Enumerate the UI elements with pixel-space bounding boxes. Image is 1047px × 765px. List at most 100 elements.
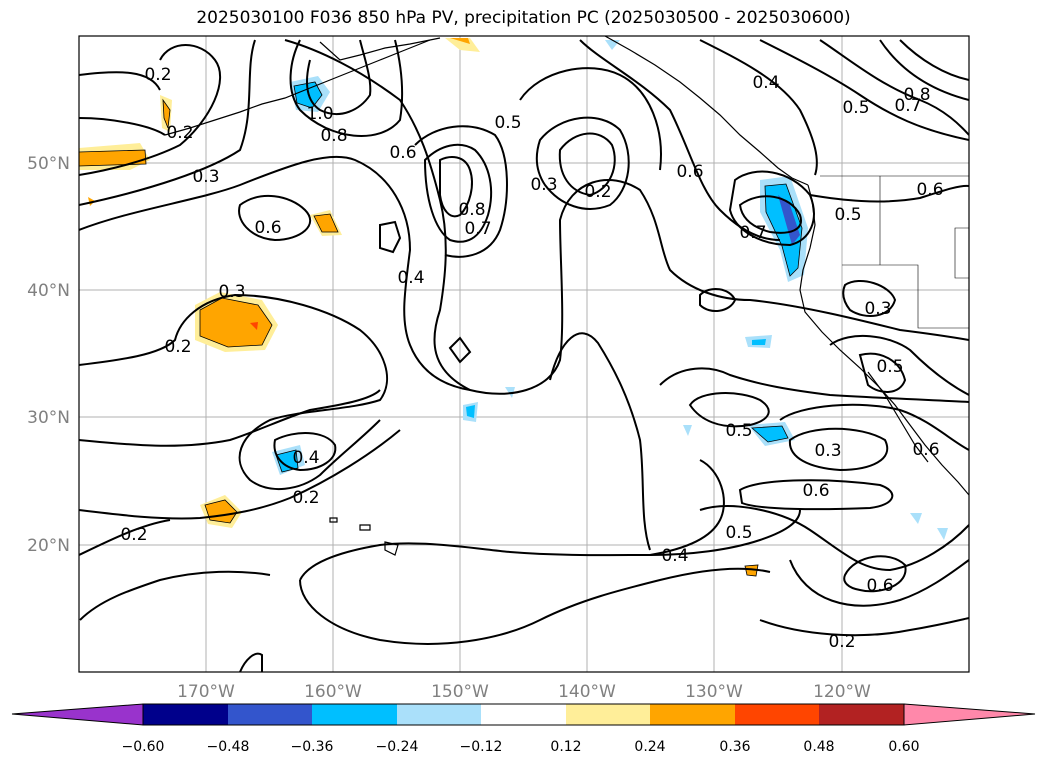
precip-patch (764, 183, 803, 277)
lon-label: 150°W (431, 682, 489, 702)
pv-contour (809, 184, 969, 203)
contour-label: 0.2 (164, 337, 191, 357)
contour-label: 0.7 (464, 219, 491, 239)
lon-label: 130°W (685, 682, 743, 702)
pv-contour (738, 195, 802, 234)
precip-patch (937, 528, 948, 540)
precip-patch (744, 564, 759, 577)
pv-contour (842, 280, 897, 317)
contour-label: 0.6 (912, 440, 939, 460)
pv-contour (79, 389, 381, 447)
pv-contour (728, 170, 815, 247)
pv-contour (306, 39, 372, 115)
pv-contour (699, 288, 737, 312)
contour-label: 0.3 (218, 282, 245, 302)
precip-patch (605, 40, 620, 50)
pv-contour (448, 336, 472, 364)
colorbar-extend-high (903, 703, 1036, 726)
pv-contour (699, 505, 969, 572)
pv-contour (738, 479, 894, 511)
contour-label: 1.0 (306, 104, 333, 124)
pv-contour (879, 39, 969, 101)
pv-contour (238, 194, 312, 242)
pv-contour (858, 352, 907, 393)
pv-contour (829, 334, 969, 396)
colorbar-tick: −0.36 (291, 739, 334, 755)
pv-contour (759, 39, 969, 141)
colorbar-tick: −0.12 (460, 739, 503, 755)
pv-contour (423, 143, 493, 243)
pv-contour (579, 39, 781, 241)
pv-contour (273, 432, 337, 472)
colorbar-tick: 0.24 (634, 739, 665, 755)
hawaii-island (329, 517, 338, 523)
lat-label: 20°N (27, 536, 70, 556)
longitude-labels: 170°W 160°W 150°W 140°W 130°W 120°W (177, 682, 871, 702)
contour-label: 0.5 (834, 205, 861, 225)
latitude-labels: 50°N 40°N 30°N 20°N (27, 154, 70, 556)
contour-label: 0.5 (725, 523, 752, 543)
contour-label: 0.5 (842, 98, 869, 118)
colorbar-tick: −0.48 (207, 739, 250, 755)
colorbar: −0.60 −0.48 −0.36 −0.24 −0.12 0.12 0.24 … (11, 703, 1036, 755)
pv-contour (79, 44, 221, 176)
colorbar-segment (312, 704, 397, 725)
contour-label: 0.3 (864, 299, 891, 319)
contour-label: 0.4 (661, 546, 688, 566)
precip-patch (752, 339, 766, 345)
contour-label: 0.8 (458, 200, 485, 220)
contour-label: 0.5 (725, 421, 752, 441)
colorbar-segment (566, 704, 650, 725)
bc-coast (604, 36, 809, 186)
contour-label: 0.4 (397, 268, 424, 288)
contour-label-layer: 0.2 0.2 0.3 0.6 1.0 0.8 0.6 0.8 0.7 0.5 … (120, 65, 943, 652)
map-title: 2025030100 F036 850 hPa PV, precipitatio… (196, 8, 851, 28)
precip-patch (466, 405, 475, 418)
precip-shading (79, 38, 948, 577)
contour-label: 0.2 (120, 525, 147, 545)
pv-contour (79, 71, 161, 91)
pv-contour (519, 67, 662, 171)
contour-label: 0.8 (903, 85, 930, 105)
borders (820, 175, 969, 329)
contour-label: 0.7 (894, 96, 921, 116)
map-frame (78, 35, 970, 673)
lat-label: 50°N (27, 154, 70, 174)
pv-contour (289, 39, 404, 137)
coastlines (164, 36, 969, 556)
precip-patch (313, 213, 339, 233)
alaska-peninsula-coast (164, 39, 431, 136)
contour-label: 0.6 (802, 481, 829, 501)
pv-contour (79, 519, 171, 556)
pv-contour (899, 39, 969, 81)
pv-contour (699, 39, 818, 176)
precip-patch (250, 322, 258, 330)
contour-label: 0.3 (192, 167, 219, 187)
contour-label: 0.6 (916, 180, 943, 200)
alaska-coast (319, 37, 441, 61)
pv-contour (299, 567, 771, 645)
precip-patch (445, 38, 480, 52)
pv-contour (79, 293, 389, 491)
contour-label: 0.2 (292, 488, 319, 508)
pv-contour (79, 117, 166, 136)
pv-contour (789, 559, 969, 607)
precip-patch (450, 38, 470, 44)
pv-contour (779, 403, 969, 451)
colorbar-segment (143, 704, 228, 725)
baja-coast (867, 371, 929, 463)
colorbar-frame (142, 703, 905, 726)
contour-label: 0.2 (166, 123, 193, 143)
pv-contour (79, 155, 471, 391)
pv-contour (535, 116, 630, 210)
pv-contour (379, 220, 402, 254)
contour-label: 0.4 (752, 73, 779, 93)
colorbar-tick: 0.36 (719, 739, 750, 755)
hawaii-island (359, 524, 371, 531)
colorbar-extend-low (11, 703, 144, 726)
contour-label: 0.4 (292, 448, 319, 468)
pv-contour (79, 429, 401, 520)
lon-label: 170°W (177, 682, 235, 702)
colorbar-segment (819, 704, 904, 725)
